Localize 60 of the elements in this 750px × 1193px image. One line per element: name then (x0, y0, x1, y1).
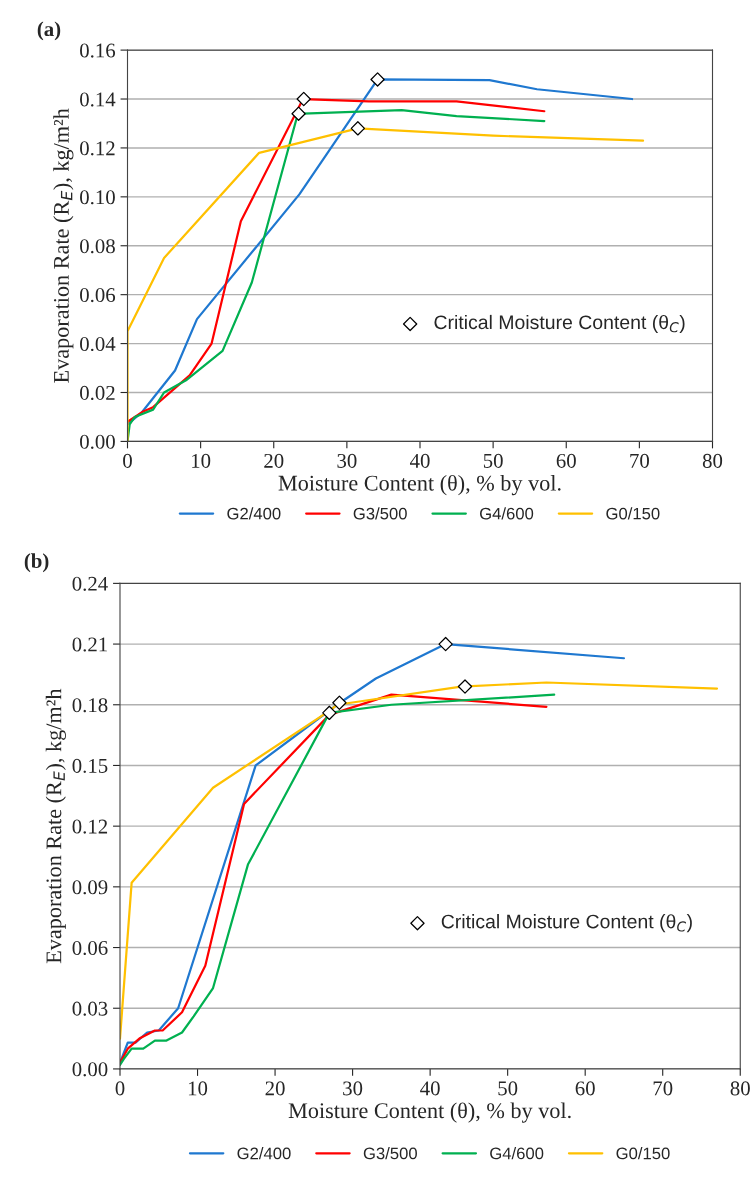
point (370, 72, 385, 87)
point (291, 106, 306, 121)
point (457, 679, 473, 694)
y-axis-title: Evaporation Rate (R$_{E}$), kg/m²h (45, 688, 66, 964)
x-tick-label: 0 (115, 1081, 125, 1096)
chart-title: (b) (24, 553, 49, 573)
x-tick-label: 20 (265, 1081, 285, 1096)
y-tick-label: 0.12 (80, 141, 115, 156)
y-tick-label: 0.00 (80, 434, 115, 449)
y-tick-label: 0.04 (80, 336, 116, 352)
y-tick-label: 0.10 (80, 190, 115, 205)
y-tick-label: 0.24 (72, 576, 108, 591)
x-axis-title: Moisture Content (θ), % by vol. (278, 474, 561, 496)
point (332, 695, 347, 710)
legend-label: G2/400 (237, 1147, 291, 1160)
x-tick-label: 20 (264, 453, 284, 468)
legend-label: G4/600 (490, 1147, 544, 1160)
y-tick-label: 0.06 (80, 288, 116, 303)
point (350, 121, 366, 136)
x-tick-label: 40 (420, 1081, 440, 1096)
y-tick-label: 0.12 (72, 819, 108, 834)
x-axis-title: Moisture Content (θ), % by vol. (288, 1102, 571, 1123)
y-tick-label: 0.09 (72, 880, 108, 895)
point (296, 91, 311, 107)
x-tick-label: 40 (409, 453, 430, 468)
y-axis-title: Evaporation Rate (R$_{E}$), kg/m²h (53, 108, 74, 383)
x-tick-label: 80 (702, 453, 723, 468)
y-tick-label: 0.02 (80, 385, 115, 401)
x-tick-label: 10 (188, 1081, 208, 1096)
y-tick-label: 0.08 (80, 239, 115, 254)
x-tick-label: 30 (343, 1081, 363, 1096)
y-tick-label: 0.18 (72, 698, 108, 713)
x-tick-label: 10 (192, 453, 211, 468)
y-tick-label: 0.16 (80, 43, 116, 58)
x-tick-label: 60 (575, 1081, 595, 1096)
y-tick-label: 0.03 (72, 1001, 108, 1016)
x-tick-label: 50 (483, 453, 503, 468)
y-tick-label: 0.00 (72, 1062, 108, 1077)
legend-label: G0/150 (606, 507, 660, 520)
legend-label: G3/500 (363, 1147, 417, 1160)
point (322, 705, 337, 721)
legend-label: G2/400 (227, 507, 281, 520)
y-tick-label: 0.06 (72, 940, 108, 956)
y-tick-label: 0.15 (72, 758, 108, 773)
chart-title: (a) (37, 21, 61, 41)
x-tick-label: 50 (498, 1081, 518, 1096)
y-tick-label: 0.14 (80, 92, 116, 107)
x-tick-label: 80 (730, 1081, 750, 1096)
legend-label: G4/600 (480, 507, 534, 520)
point (438, 636, 453, 652)
legend-label: G0/150 (616, 1147, 670, 1160)
legend-label: Critical Moisture Content (θ$_{C}$) (441, 914, 692, 933)
x-tick-label: 70 (653, 1081, 673, 1096)
x-tick-label: 0 (123, 453, 132, 468)
legend-label: G3/500 (353, 507, 407, 520)
x-tick-label: 60 (556, 453, 576, 468)
y-tick-label: 0.21 (72, 637, 107, 652)
x-tick-label: 30 (337, 453, 357, 468)
x-tick-label: 70 (630, 453, 649, 468)
legend-label: Critical Moisture Content (θ$_{C}$) (434, 314, 685, 333)
